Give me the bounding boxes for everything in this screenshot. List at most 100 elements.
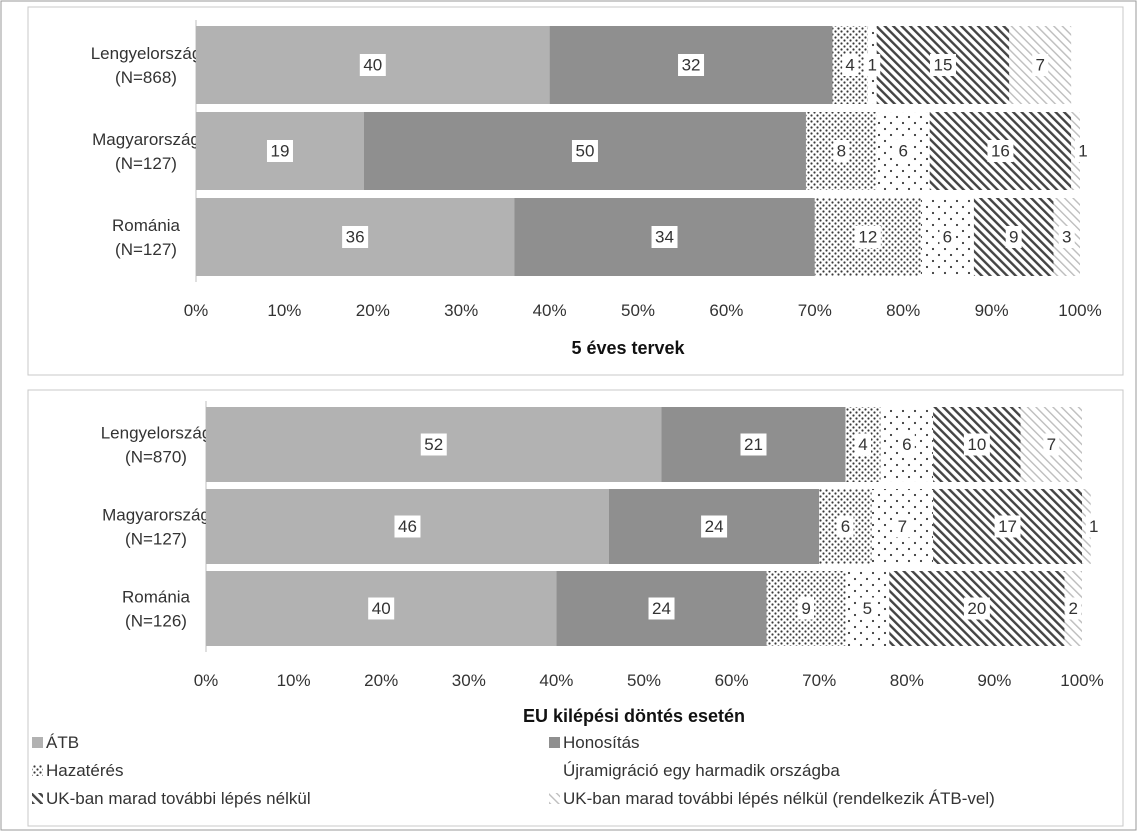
x-tick-label: 0% (194, 671, 219, 690)
x-tick-label: 20% (356, 301, 390, 320)
data-label-box (963, 433, 990, 456)
legend-label: ÁTB (46, 733, 79, 752)
data-label-box (1085, 515, 1102, 538)
x-tick-label: 40% (533, 301, 567, 320)
legend-item-ujramigracio: Újramigráció egy harmadik országba (563, 761, 840, 780)
legend-swatch (32, 793, 43, 804)
data-label: 6 (943, 228, 952, 247)
data-label-box (678, 54, 705, 76)
data-label: 10 (967, 435, 986, 454)
category-label: Lengyelország (101, 424, 212, 443)
x-tick-label: 80% (886, 301, 920, 320)
data-label: 36 (346, 228, 365, 247)
legend-label: UK-ban marad további lépés nélkül (rende… (563, 789, 995, 808)
x-tick-label: 10% (267, 301, 301, 320)
data-label: 15 (934, 56, 953, 75)
category-n-label: (N=127) (115, 240, 177, 259)
data-label: 24 (652, 599, 671, 618)
data-label-box (898, 433, 915, 456)
data-label-box (701, 515, 728, 538)
legend-item-hazateres: Hazatérés (32, 761, 123, 780)
data-label-box (798, 597, 815, 620)
category-label: Lengyelország (91, 44, 202, 63)
x-tick-label: 30% (452, 671, 486, 690)
category-n-label: (N=127) (125, 530, 187, 549)
data-label: 16 (991, 142, 1010, 161)
data-label: 34 (655, 228, 674, 247)
legend-swatch (549, 737, 560, 748)
data-label-box (651, 226, 678, 248)
data-label: 20 (967, 599, 986, 618)
x-tick-label: 60% (715, 671, 749, 690)
x-tick-label: 70% (802, 671, 836, 690)
data-label: 7 (1047, 435, 1056, 454)
data-label-box (894, 515, 911, 538)
data-label: 7 (898, 517, 907, 536)
legend-swatch (32, 737, 43, 748)
data-label-box (740, 433, 767, 456)
data-label-box (266, 140, 293, 162)
category-n-label: (N=868) (115, 68, 177, 87)
x-tick-label: 10% (277, 671, 311, 690)
data-label: 21 (744, 435, 763, 454)
legend-item-uk_marad_atb: UK-ban marad további lépés nélkül (rende… (549, 789, 995, 808)
data-label-box (994, 515, 1021, 538)
data-label: 40 (363, 56, 382, 75)
data-label: 2 (1069, 599, 1078, 618)
category-n-label: (N=870) (125, 448, 187, 467)
data-label-box (342, 226, 369, 248)
category-label: Románia (122, 588, 191, 607)
legend: ÁTB Honosítás Hazatérés Újramigráció egy ha… (32, 733, 995, 808)
legend-item-honositas: Honosítás (549, 733, 640, 752)
legend-item-atb: ÁTB (32, 733, 79, 752)
data-label-box (1032, 54, 1049, 76)
data-label-box (837, 515, 854, 538)
data-label: 6 (898, 142, 907, 161)
data-label: 52 (424, 435, 443, 454)
data-label: 1 (1089, 517, 1098, 536)
data-label-box (1065, 597, 1082, 620)
x-tick-label: 50% (621, 301, 655, 320)
category-n-label: (N=126) (125, 612, 187, 631)
data-label-box (359, 54, 386, 76)
chart-title: 5 éves tervek (571, 338, 685, 358)
data-label-box (987, 140, 1014, 162)
data-label-box (571, 140, 598, 162)
data-label: 5 (863, 599, 872, 618)
x-tick-label: 40% (539, 671, 573, 690)
legend-label: Honosítás (563, 733, 640, 752)
category-label: Magyarország (92, 130, 200, 149)
data-label: 6 (902, 435, 911, 454)
data-label-box (963, 597, 990, 620)
data-label: 6 (841, 517, 850, 536)
chart-1: Lengyelország(N=868)40 32 4 1 15 7Magyarorszá… (91, 20, 1102, 358)
x-tick-label: 50% (627, 671, 661, 690)
data-label-box (859, 597, 876, 620)
legend-label: Újramigráció egy harmadik országba (563, 761, 840, 780)
data-label: 32 (682, 56, 701, 75)
data-label: 50 (575, 142, 594, 161)
x-tick-label: 100% (1060, 671, 1103, 690)
x-tick-label: 70% (798, 301, 832, 320)
data-label: 40 (372, 599, 391, 618)
data-label: 9 (1009, 228, 1018, 247)
x-tick-label: 20% (364, 671, 398, 690)
category-n-label: (N=127) (115, 154, 177, 173)
data-label-box (895, 140, 912, 162)
chart-2: Lengyelország(N=870)52 21 4 6 10 7Magyarorszá… (101, 401, 1104, 726)
legend-swatch (549, 793, 560, 804)
data-label-box (420, 433, 447, 456)
x-tick-label: 60% (709, 301, 743, 320)
data-label-box (929, 54, 956, 76)
data-label: 46 (398, 517, 417, 536)
x-tick-label: 0% (184, 301, 209, 320)
data-label-box (394, 515, 421, 538)
data-label: 24 (705, 517, 724, 536)
data-label-box (1043, 433, 1060, 456)
legend-label: UK-ban marad további lépés nélkül (46, 789, 311, 808)
chart-title: EU kilépési döntés esetén (523, 706, 745, 726)
bottom-chart-frame (27, 389, 1124, 827)
